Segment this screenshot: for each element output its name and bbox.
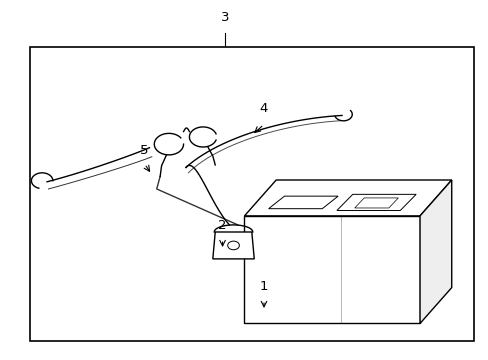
Polygon shape xyxy=(419,180,451,323)
Bar xyxy=(30,47,473,341)
Text: 2: 2 xyxy=(218,219,226,232)
Text: 4: 4 xyxy=(259,103,267,116)
Polygon shape xyxy=(212,232,254,259)
Polygon shape xyxy=(244,180,451,216)
Circle shape xyxy=(227,241,239,250)
Polygon shape xyxy=(268,196,337,209)
Text: 5: 5 xyxy=(140,144,148,157)
Text: 3: 3 xyxy=(220,11,229,24)
Text: 1: 1 xyxy=(259,280,268,293)
Bar xyxy=(244,216,419,323)
Polygon shape xyxy=(354,198,398,208)
Polygon shape xyxy=(336,194,415,211)
